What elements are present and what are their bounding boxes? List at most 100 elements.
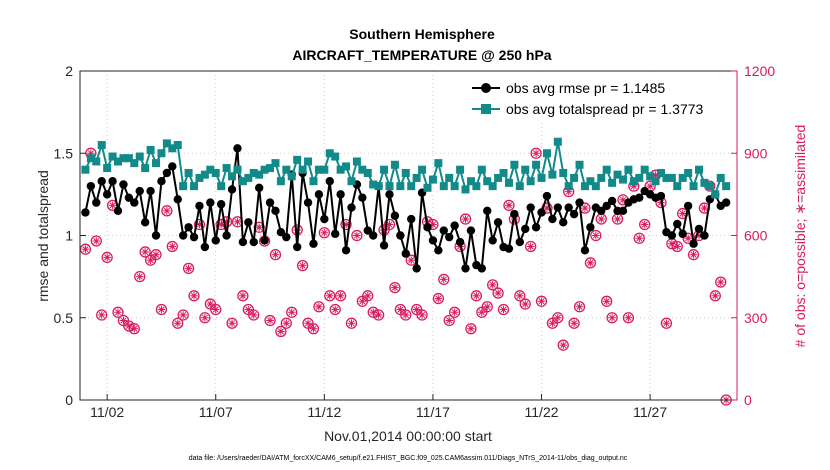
obs-possible-marker <box>226 317 238 329</box>
obs-assimilated-marker <box>310 325 317 332</box>
rmse-point <box>108 177 117 186</box>
obs-possible-marker <box>286 306 298 318</box>
rmse-point <box>564 203 573 212</box>
y-right-tick-label: 0 <box>744 392 752 408</box>
rmse-point <box>124 193 134 202</box>
spread-point <box>141 164 150 173</box>
obs-assimilated-marker <box>679 210 686 217</box>
obs-count-point <box>622 312 635 324</box>
obs-assimilated-marker <box>152 251 160 258</box>
obs-possible-marker <box>552 312 564 324</box>
obs-assimilated-marker <box>402 311 409 319</box>
obs-count-point <box>172 317 184 329</box>
y-tick-label: 0.5 <box>54 310 74 326</box>
rmse-point <box>526 203 535 212</box>
spread-point <box>445 173 454 182</box>
obs-assimilated-marker <box>174 320 181 327</box>
obs-possible-marker <box>220 216 233 228</box>
spread-point <box>222 164 231 173</box>
spread-point <box>667 173 676 182</box>
spread-point <box>608 178 617 187</box>
obs-assimilated-marker <box>674 243 681 250</box>
obs-count-point <box>432 292 445 305</box>
obs-assimilated-marker <box>321 229 328 236</box>
obs-possible-marker <box>606 312 618 324</box>
rmse-point <box>580 246 590 255</box>
obs-count-point <box>296 260 309 272</box>
footer-data-file: data file: /Users/raeder/DAI/ATM_forcXX/… <box>189 455 628 462</box>
obs-count-point <box>709 290 721 302</box>
obs-count-point <box>79 243 92 255</box>
spread-point <box>271 159 280 168</box>
legend: obs avg rmse pr = 1.1485 obs avg totalsp… <box>460 73 734 121</box>
obs-count-point <box>671 240 683 253</box>
obs-count-point <box>601 295 613 307</box>
rmse-point <box>428 236 438 245</box>
spread-point <box>173 141 182 150</box>
obs-count-point <box>557 339 569 351</box>
x-tick-label: 11/27 <box>633 404 667 420</box>
obs-possible-marker <box>318 227 330 239</box>
obs-count-point <box>639 218 651 231</box>
obs-count-point <box>161 205 173 217</box>
obs-count-point <box>248 309 260 321</box>
rmse-point <box>184 223 193 232</box>
obs-possible-marker <box>188 290 200 302</box>
obs-count-point <box>449 306 461 318</box>
obs-assimilated-marker <box>592 232 599 239</box>
rmse-point <box>173 195 182 204</box>
obs-possible-marker <box>275 325 287 338</box>
spread-point <box>635 173 644 182</box>
obs-possible-marker <box>709 290 721 302</box>
spread-point <box>157 149 166 158</box>
spread-point <box>494 173 503 182</box>
obs-assimilated-marker <box>619 196 627 203</box>
obs-count-point <box>155 303 168 316</box>
rmse-point <box>358 193 367 202</box>
rmse-point <box>309 239 318 248</box>
spread-point <box>450 182 459 191</box>
rmse-point <box>303 198 313 207</box>
obs-assimilated-marker <box>375 311 382 319</box>
rmse-point <box>407 214 416 224</box>
x-axis-ticks: 11/02 11/07 11/12 11/17 11/22 11/27 <box>90 394 667 420</box>
obs-assimilated-marker <box>180 311 187 319</box>
obs-possible-marker <box>535 295 548 307</box>
obs-count-point <box>416 309 428 321</box>
obs-assimilated-marker <box>641 221 648 228</box>
obs-assimilated-marker <box>163 207 170 214</box>
obs-count-point <box>595 213 607 225</box>
obs-count-point <box>530 147 542 159</box>
obs-possible-marker <box>416 309 428 321</box>
spread-point <box>369 180 378 189</box>
spread-point <box>434 159 443 168</box>
legend-box <box>460 73 734 121</box>
obs-count-point <box>264 314 276 327</box>
obs-count-point <box>275 325 287 338</box>
obs-possible-marker <box>307 323 320 335</box>
obs-possible-marker <box>172 317 184 329</box>
obs-possible-marker <box>677 207 689 220</box>
obs-possible-marker <box>90 235 102 247</box>
rmse-point <box>618 206 628 216</box>
obs-assimilated-marker <box>256 224 263 231</box>
obs-count-point <box>487 279 499 291</box>
spread-point <box>374 182 383 191</box>
obs-assimilated-marker <box>98 311 105 319</box>
spread-point <box>238 177 247 186</box>
spread-point <box>678 173 687 182</box>
obs-possible-marker <box>199 312 211 324</box>
spread-point <box>472 182 481 191</box>
obs-possible-marker <box>389 281 401 294</box>
rmse-point <box>282 232 291 242</box>
obs-possible-marker <box>601 295 613 307</box>
obs-assimilated-marker <box>201 314 208 321</box>
obs-possible-marker <box>177 309 189 321</box>
spread-point <box>640 165 649 174</box>
obs-assimilated-marker <box>337 292 344 299</box>
rmse-point <box>602 201 611 211</box>
rmse-point <box>667 231 677 240</box>
obs-assimilated-marker <box>332 306 339 313</box>
obs-possible-marker <box>492 287 504 299</box>
obs-count-point <box>481 301 493 313</box>
